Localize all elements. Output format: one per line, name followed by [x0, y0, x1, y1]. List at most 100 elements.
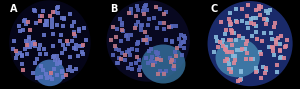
Point — [259, 53, 264, 55]
Point — [146, 50, 151, 52]
Point — [263, 19, 268, 20]
Point — [136, 21, 140, 23]
Point — [226, 59, 230, 61]
Point — [26, 46, 31, 47]
Point — [68, 57, 73, 58]
Point — [240, 48, 245, 49]
Point — [227, 69, 232, 70]
Point — [234, 20, 239, 22]
Point — [27, 46, 32, 47]
Point — [130, 49, 135, 50]
Point — [77, 45, 82, 46]
Point — [244, 40, 249, 41]
Point — [254, 68, 258, 69]
Point — [220, 39, 225, 40]
Point — [142, 6, 147, 7]
Point — [69, 70, 74, 71]
Point — [16, 25, 21, 27]
Point — [43, 73, 48, 75]
Point — [142, 13, 147, 15]
Point — [223, 33, 228, 35]
Point — [145, 42, 150, 43]
Point — [172, 51, 177, 52]
Point — [161, 13, 166, 15]
Point — [152, 61, 157, 62]
Point — [250, 59, 255, 60]
Point — [108, 40, 113, 41]
Point — [244, 23, 249, 24]
Point — [59, 34, 64, 36]
Point — [72, 31, 76, 33]
Point — [33, 22, 38, 23]
Point — [76, 56, 81, 57]
Point — [238, 79, 242, 80]
Point — [42, 35, 46, 36]
Point — [278, 57, 283, 58]
Point — [44, 25, 49, 26]
Point — [52, 11, 57, 12]
Point — [157, 8, 162, 10]
Point — [142, 31, 147, 33]
Point — [84, 39, 88, 40]
Point — [258, 15, 262, 16]
Point — [65, 69, 70, 70]
Point — [59, 70, 64, 71]
Point — [126, 39, 131, 40]
Point — [70, 40, 75, 42]
Point — [236, 35, 241, 37]
Point — [232, 33, 237, 34]
Point — [281, 57, 286, 59]
Point — [258, 77, 263, 79]
Point — [37, 49, 42, 50]
Point — [26, 21, 31, 23]
Point — [20, 55, 25, 57]
Point — [74, 44, 79, 46]
Point — [153, 6, 158, 7]
Point — [44, 20, 49, 21]
Point — [263, 72, 268, 74]
Point — [43, 24, 48, 26]
Point — [216, 47, 221, 48]
Point — [284, 46, 288, 47]
Point — [137, 66, 142, 67]
Point — [115, 28, 120, 30]
Point — [110, 26, 115, 28]
Point — [227, 51, 232, 53]
Point — [55, 74, 60, 76]
Point — [34, 58, 39, 59]
Point — [62, 48, 67, 49]
Point — [214, 40, 219, 42]
Point — [24, 53, 29, 55]
Point — [242, 48, 247, 50]
Point — [110, 54, 115, 56]
Point — [239, 71, 244, 73]
Point — [149, 57, 154, 58]
Point — [164, 70, 169, 71]
Point — [236, 80, 240, 81]
Point — [179, 54, 184, 56]
Point — [266, 12, 271, 14]
Point — [212, 52, 216, 53]
Point — [68, 13, 73, 14]
Point — [271, 54, 276, 55]
Point — [132, 27, 137, 28]
Point — [244, 44, 249, 45]
Point — [77, 28, 82, 30]
Point — [274, 41, 278, 43]
Point — [58, 40, 62, 42]
Point — [118, 58, 123, 60]
Point — [80, 45, 85, 47]
Point — [57, 62, 62, 64]
Point — [146, 62, 150, 64]
Point — [277, 44, 282, 45]
Point — [231, 62, 236, 63]
Point — [30, 42, 35, 43]
Point — [54, 7, 59, 9]
Point — [154, 54, 159, 55]
Point — [244, 58, 248, 59]
Point — [144, 5, 148, 6]
Point — [171, 69, 176, 70]
Point — [222, 48, 227, 49]
Point — [230, 44, 235, 46]
Point — [162, 73, 167, 75]
